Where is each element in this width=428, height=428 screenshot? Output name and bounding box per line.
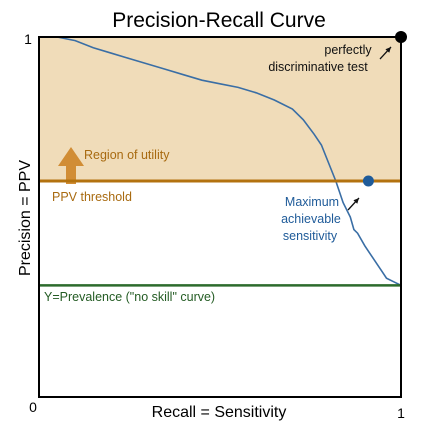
y-axis-label: Precision = PPV	[17, 160, 34, 276]
max-sensitivity-point	[362, 175, 374, 187]
region-of-utility-area	[39, 37, 401, 181]
annotation-max-line2: achievable	[281, 212, 341, 226]
pr-curve-line	[39, 36, 402, 287]
x-tick-label-0: 0	[29, 399, 37, 415]
x-tick-label-1: 1	[397, 405, 405, 421]
annotation-prevalence: Y=Prevalence ("no skill" curve)	[44, 290, 215, 304]
plot-border	[38, 36, 402, 398]
plot-area	[38, 31, 407, 398]
annotation-perfect-line1: perfectly	[324, 43, 372, 57]
chart-title: Precision-Recall Curve	[112, 9, 326, 32]
y-tick-label-1: 1	[24, 31, 32, 47]
perfect-test-point	[395, 31, 407, 43]
perfect-test-arrow-head	[385, 47, 391, 53]
annotation-ppv-threshold: PPV threshold	[52, 190, 132, 204]
max-sensitivity-arrow-head	[353, 198, 359, 204]
annotation-max-line1: Maximum	[285, 195, 339, 209]
annotation-perfect-line2: discriminative test	[268, 60, 368, 74]
region-up-arrow	[58, 147, 84, 184]
annotation-region-of-utility: Region of utility	[84, 148, 170, 162]
x-axis-label: Recall = Sensitivity	[152, 404, 287, 421]
annotation-max-line3: sensitivity	[283, 229, 338, 243]
